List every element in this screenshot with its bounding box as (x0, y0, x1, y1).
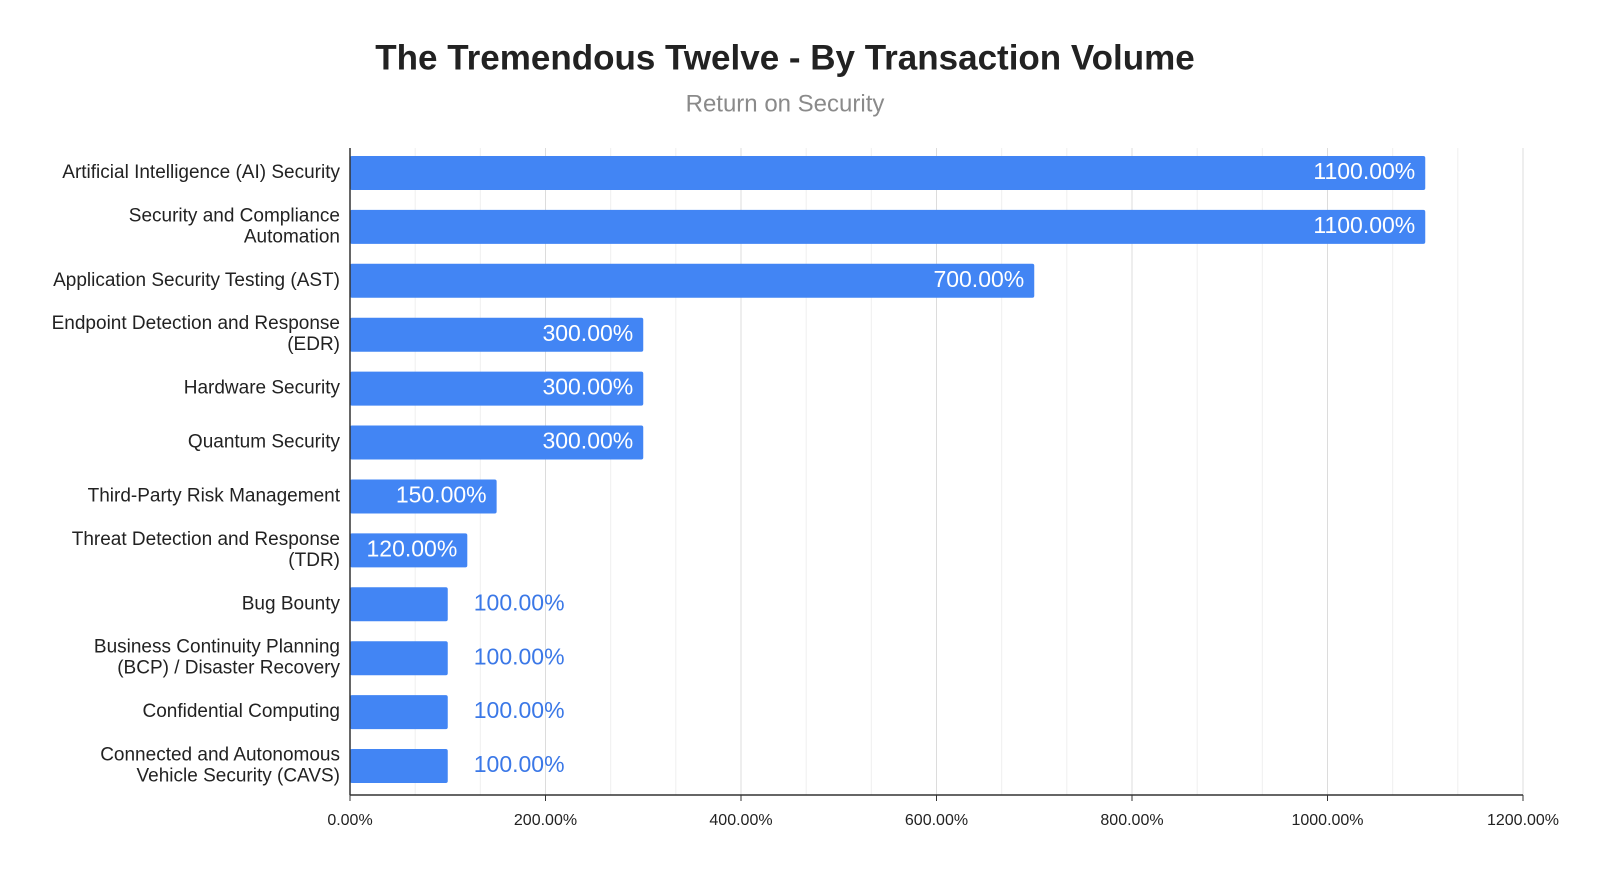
data-label: 1100.00% (1313, 158, 1415, 184)
bar (350, 263, 1035, 298)
x-tick-label: 1000.00% (1291, 812, 1363, 829)
y-tick-label: Quantum Security (188, 432, 341, 453)
bar (350, 155, 1426, 190)
bar (350, 695, 448, 730)
y-tick-label: Business Continuity Planning (BCP) / Disa… (94, 637, 341, 679)
bar (350, 371, 644, 406)
x-tick-label: 200.00% (514, 812, 577, 829)
data-label: 1100.00% (1313, 212, 1415, 238)
data-label: 700.00% (933, 266, 1024, 292)
data-label: 300.00% (542, 374, 633, 400)
bar (350, 749, 448, 784)
bar (350, 479, 497, 514)
chart-subtitle: Return on Security (686, 90, 885, 117)
y-tick-label: Bug Bounty (242, 593, 341, 614)
data-label: 100.00% (474, 751, 565, 777)
data-label: 100.00% (474, 697, 565, 723)
y-tick-label: Connected and Autonomous Vehicle Security… (100, 745, 340, 787)
bar (350, 425, 644, 460)
y-tick-label: Endpoint Detection and Response (EDR) (52, 313, 340, 355)
y-tick-label: Threat Detection and Response (TDR) (72, 529, 340, 571)
data-label: 300.00% (542, 428, 633, 454)
data-label: 150.00% (396, 482, 487, 508)
chart-title: The Tremendous Twelve - By Transaction V… (375, 38, 1194, 77)
x-tick-label: 400.00% (709, 812, 772, 829)
x-tick-label: 0.00% (327, 812, 372, 829)
y-tick-label: Application Security Testing (AST) (53, 270, 340, 291)
x-tick-label: 1200.00% (1487, 812, 1559, 829)
x-tick-label: 600.00% (905, 812, 968, 829)
x-tick-label: 800.00% (1100, 812, 1163, 829)
bar (350, 317, 644, 352)
y-tick-label: Confidential Computing (142, 701, 340, 722)
y-tick-label: Security and Compliance Automation (129, 205, 340, 247)
data-label: 300.00% (542, 320, 633, 346)
data-label: 120.00% (366, 535, 457, 561)
bar (350, 209, 1426, 244)
bar (350, 533, 468, 568)
y-tick-label: Third-Party Risk Management (88, 485, 341, 506)
bar (350, 641, 448, 676)
data-label: 100.00% (474, 589, 565, 615)
data-label: 100.00% (474, 643, 565, 669)
bar (350, 587, 448, 622)
y-tick-label: Hardware Security (184, 378, 341, 399)
y-tick-label: Artificial Intelligence (AI) Security (62, 162, 340, 183)
